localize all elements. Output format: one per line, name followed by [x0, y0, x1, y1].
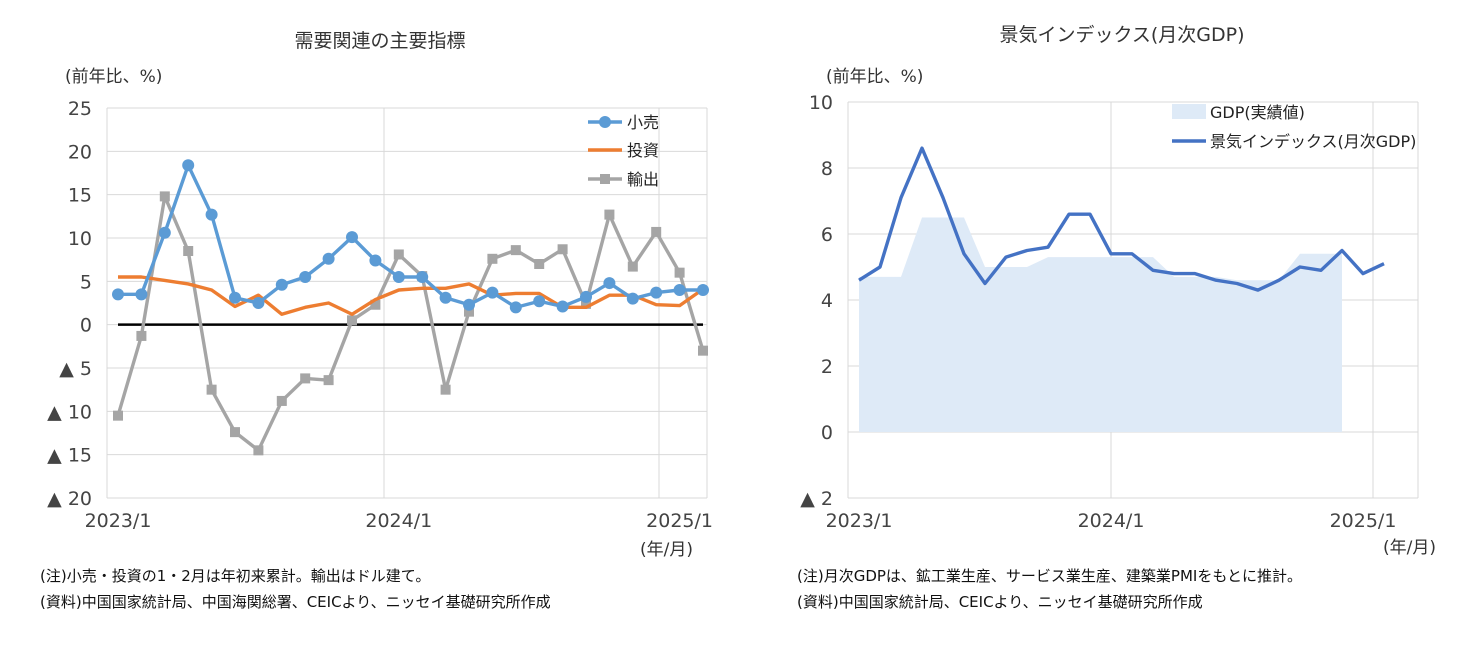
chart1-point-circle: [299, 271, 312, 283]
chart1-point-square: [323, 375, 334, 386]
chart1-legend-label: 小売: [627, 113, 659, 132]
chart1-point-square: [230, 427, 240, 438]
chart2-y-tick-label: 0: [821, 422, 833, 444]
chart1-series-line-2: [116, 194, 705, 453]
chart1-point-square: [674, 267, 685, 278]
chart1-point-circle: [416, 271, 429, 283]
chart2-y-tick-label: 8: [821, 158, 833, 180]
chart2-x-tick-label: 2023/1: [826, 510, 893, 532]
chart1-x-tick-label: 2025/1: [646, 510, 713, 532]
chart1-point-circle: [322, 252, 335, 265]
chart1-y-tick-label: 0: [80, 315, 92, 337]
chart2-y-tick-label: 2: [821, 356, 833, 378]
chart1-point-circle: [626, 292, 639, 305]
chart1-point-square: [206, 384, 217, 395]
chart1-legend-marker: [599, 116, 611, 128]
chart1-y-tick-label: 25: [68, 98, 92, 120]
chart1-point-circle: [229, 291, 241, 304]
chart1-point-circle: [580, 290, 592, 303]
chart1-point-square: [604, 209, 615, 220]
chart1-point-square: [627, 261, 638, 272]
chart1-point-circle: [112, 288, 124, 301]
chart1-point-square: [300, 373, 311, 384]
chart1-point-square: [557, 244, 568, 255]
chart2-legend-label: 景気インデックス(月次GDP): [1210, 132, 1416, 151]
chart1-point-circle: [650, 286, 663, 299]
chart1-point-circle: [252, 297, 265, 309]
chart2-y-tick-label: ▲ 2: [800, 488, 833, 510]
chart1-legend-marker: [600, 174, 610, 184]
chart2-x-tick-label: 2024/1: [1078, 510, 1145, 532]
chart1-point-square: [464, 306, 474, 317]
chart1-point-square: [113, 410, 123, 421]
chart1-point-square: [440, 384, 451, 395]
chart2-legend-swatch: [1172, 104, 1206, 119]
chart1-point-square: [698, 345, 708, 356]
chart1-series-line-1: [118, 275, 704, 316]
chart2-x-unit: (年/月): [1383, 538, 1436, 558]
chart1-point-circle: [182, 159, 195, 172]
left-note: (注)小売・投資の1・2月は年初来累計。輸出はドル建て。: [40, 567, 431, 585]
chart1-point-circle: [369, 254, 382, 267]
chart1-y-tick-label: ▲ 20: [47, 488, 92, 510]
chart1-point-circle: [158, 226, 171, 239]
chart1-point-square: [370, 299, 381, 310]
chart1-point-circle: [697, 284, 709, 296]
right-note: (注)月次GDPは、鉱工業生産、サービス業生産、建築業PMIをもとに推計。: [797, 567, 1303, 585]
chart2-y-tick-label: 6: [821, 224, 833, 246]
chart1-point-circle: [392, 271, 405, 283]
chart1-point-square: [393, 249, 404, 260]
chart1-x-tick-label: 2023/1: [85, 510, 152, 532]
chart1-point-circle: [463, 298, 475, 311]
chart2-title: 景気インデックス(月次GDP): [999, 24, 1244, 46]
chart1-point-square: [534, 259, 545, 269]
chart1-point-circle: [275, 278, 288, 291]
chart1-y-unit: (前年比、%): [65, 67, 162, 87]
chart1-point-square: [510, 245, 521, 256]
chart1-point-square: [159, 191, 170, 202]
chart1-point-circle: [346, 231, 358, 244]
chart1-series-line-0: [118, 163, 703, 310]
chart1-point-circle: [486, 286, 499, 299]
chart1-y-tick-label: 5: [80, 271, 92, 293]
chart1-y-tick-label: 15: [68, 185, 92, 207]
chart2-series-line-1: [858, 146, 1385, 292]
chart2-y-tick-label: 4: [821, 290, 833, 312]
chart1-x-unit: (年/月): [640, 540, 693, 560]
chart1-y-tick-label: ▲ 5: [59, 358, 92, 380]
chart1-legend-label: 投資: [627, 141, 659, 160]
chart1-point-circle: [205, 208, 218, 221]
chart1-point-square: [253, 445, 264, 456]
chart1-point-circle: [533, 295, 546, 308]
chart1-point-circle: [673, 284, 686, 296]
chart1-point-square: [581, 298, 591, 309]
chart1-y-tick-label: ▲ 15: [47, 445, 92, 467]
chart1-point-square: [276, 395, 287, 406]
chart2-y-unit: (前年比、%): [826, 67, 923, 87]
chart1-point-square: [487, 253, 498, 264]
right-source: (資料)中国国家統計局、CEICより、ニッセイ基礎研究所作成: [797, 593, 1203, 611]
chart2-series-area-gdp: [859, 217, 1342, 432]
chart2-x-tick-label: 2025/1: [1330, 510, 1397, 532]
chart1-point-square: [347, 315, 357, 326]
chart1-legend-label: 輸出: [627, 170, 659, 189]
chart1-y-tick-label: ▲ 10: [47, 401, 92, 423]
chart1-point-circle: [556, 300, 569, 313]
chart1-point-circle: [439, 291, 452, 304]
left-source: (資料)中国国家統計局、中国海関総署、CEICより、ニッセイ基礎研究所作成: [40, 593, 551, 611]
chart1-y-tick-label: 20: [68, 141, 92, 163]
chart2-y-tick-label: 10: [809, 92, 833, 114]
chart1-y-tick-label: 10: [68, 228, 92, 250]
chart1-point-circle: [509, 301, 522, 314]
chart1-x-tick-label: 2024/1: [365, 510, 432, 532]
chart1-title: 需要関連の主要指標: [294, 30, 465, 52]
chart1-point-square: [136, 330, 147, 341]
chart1-point-circle: [603, 277, 616, 290]
chart1-point-circle: [135, 288, 148, 301]
chart1-point-square: [651, 226, 662, 237]
chart2-legend-label: GDP(実績値): [1210, 103, 1305, 122]
chart1-point-square: [183, 246, 194, 256]
